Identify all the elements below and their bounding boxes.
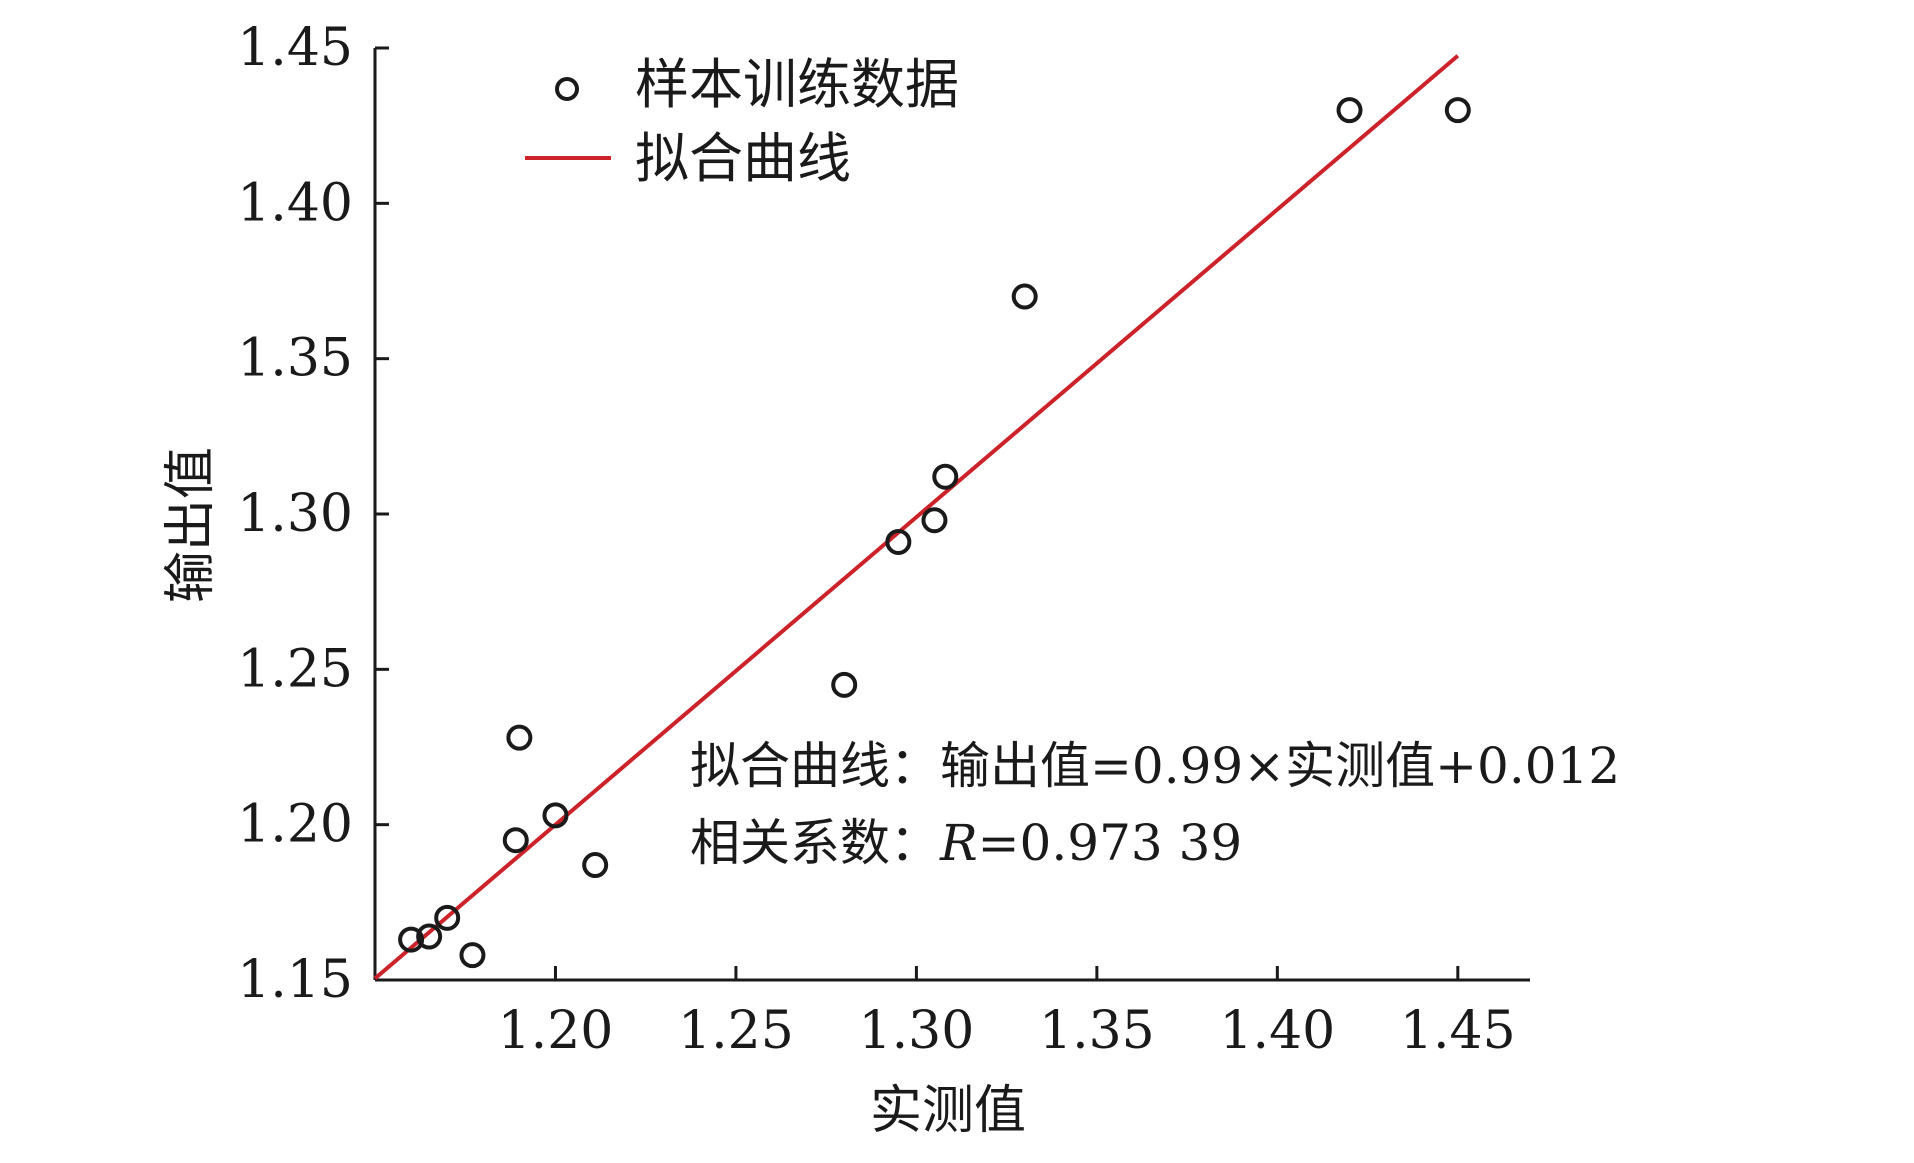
data-point [416,923,443,950]
x-axis-title: 实测值 [870,1081,1026,1141]
data-point [459,942,486,969]
data-point [885,528,912,555]
x-tick-label: 1.45 [1400,1001,1516,1061]
annotation-fit-equation: 拟合曲线：输出值=0.99×实测值+0.012 [690,737,1620,795]
ticks: 1.20 1.25 1.30 1.35 1.40 1.45 1.15 1.20 1.25 1.30… [237,18,1515,1061]
data-point [1444,97,1471,124]
data-point [1336,97,1363,124]
annotation-correlation-r: R [939,814,978,872]
y-axis-title: 输出值 [161,447,221,603]
data-point [398,926,425,953]
data-point [932,463,959,490]
data-point [502,827,529,854]
data-point [542,802,569,829]
y-tick-label: 1.25 [237,639,353,699]
x-tick-label: 1.30 [859,1001,975,1061]
data-point [1011,283,1038,310]
y-tick-label: 1.30 [237,484,353,544]
legend-label-training-data: 样本训练数据 [635,53,959,116]
data-point [831,671,858,698]
legend-label-fit-line: 拟合曲线 [635,127,851,190]
legend-marker-training-data [555,77,579,101]
annotation-correlation: 相关系数：R=0.973 39 [690,814,1242,872]
data-point [921,507,948,534]
y-tick-label: 1.40 [237,173,353,233]
y-tick-label: 1.15 [237,950,353,1010]
x-tick-label: 1.20 [498,1001,614,1061]
y-tick-label: 1.35 [237,329,353,389]
x-tick-label: 1.40 [1219,1001,1335,1061]
x-tick-label: 1.25 [678,1001,794,1061]
data-point [582,852,609,879]
x-tick-label: 1.35 [1039,1001,1155,1061]
points-layer [398,97,1471,969]
y-tick-label: 1.45 [237,18,353,78]
y-tick-label: 1.20 [237,795,353,855]
annotation-correlation-value: =0.973 39 [978,814,1243,872]
annotation-correlation-prefix: 相关系数： [690,814,940,872]
data-point [434,904,461,931]
data-point [506,724,533,751]
